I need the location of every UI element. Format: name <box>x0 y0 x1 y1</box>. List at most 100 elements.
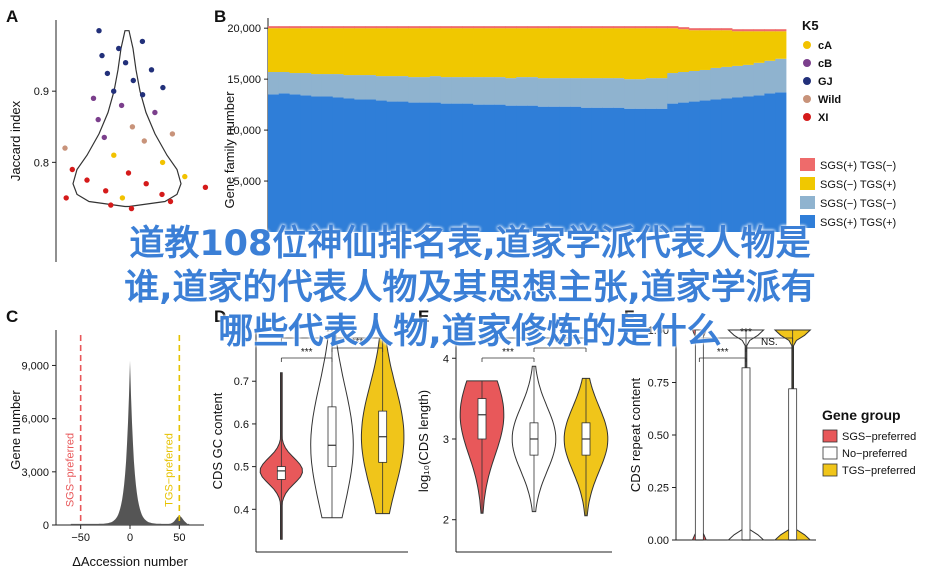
panel-b-bar-sgs-minus-tgs-minus <box>494 77 506 105</box>
panel-b-bar-sgs-tgs-minus <box>559 26 571 29</box>
panel-b-bar-sgs-plus-tgs-plus <box>645 108 657 232</box>
panel-b-bar-sgs-plus-tgs-plus <box>516 105 528 232</box>
panel-b-bar-sgs-minus-tgs-minus <box>624 79 636 109</box>
panel-d-box <box>327 406 337 468</box>
panel-b-bar-sgs-minus-tgs-minus <box>365 75 377 100</box>
panel-a-legend-label: cB <box>818 58 832 70</box>
panel-b-bar-sgs-minus-tgs-minus <box>732 65 744 98</box>
panel-a-point <box>63 195 69 201</box>
panel-b-bar-sgs-plus-tgs-plus <box>289 94 301 233</box>
panel-f-legend-swatch <box>822 446 838 460</box>
panel-a-point <box>202 184 209 190</box>
panel-f-sig-label: *** <box>717 347 729 358</box>
panel-c-y-tick-label: 9,000 <box>21 360 49 372</box>
panel-b-bar-sgs-minus-tgs-minus <box>645 78 657 109</box>
panel-b-bar-sgs-minus-tgs-minus <box>268 72 280 95</box>
panel-a-violin <box>72 30 182 208</box>
panel-e-box <box>477 398 487 440</box>
panel-b-bar-sgs-minus-tgs-minus <box>570 78 582 107</box>
panel-b-bar-sgs-plus-tgs-plus <box>732 97 744 233</box>
panel-b-bar-sgs-minus-tgs-minus <box>408 77 420 103</box>
panel-b-bar-sgs-plus-tgs-plus <box>634 108 647 232</box>
panel-b-y-tick-label: 15,000 <box>227 74 261 86</box>
panel-f-y-tick-label: 0.50 <box>648 430 669 442</box>
panel-b-bar-sgs-plus-tgs-plus <box>537 106 549 232</box>
panel-a-point <box>139 92 146 98</box>
panel-f-legend-swatch <box>822 463 838 477</box>
panel-a-point <box>122 60 129 66</box>
panel-b-bar-sgs-minus-tgs-minus <box>537 78 549 107</box>
panel-f-sig-label: NS. <box>761 337 778 348</box>
panel-b-bar-sgs-plus-tgs-plus <box>375 100 388 232</box>
panel-b-bar-sgs-minus-tgs-minus <box>710 67 722 100</box>
panel-b-bar-sgs-plus-tgs-plus <box>559 106 571 232</box>
panel-a-legend-label: cA <box>818 40 832 52</box>
panel-a-y-tick-label: 0.9 <box>34 86 49 98</box>
panel-b-bar-sgs-minus-tgs-minus <box>559 78 571 107</box>
panel-b-bar-sgs-tgs-minus <box>365 26 377 29</box>
panel-b-bar-sgs-minus-tgs-minus <box>386 76 398 102</box>
panel-f-box <box>788 388 798 541</box>
panel-e-sig-label: *** <box>528 327 540 338</box>
panel-b-bar-sgs-tgs-minus <box>516 26 528 29</box>
panel-e-sig-label: *** <box>554 337 566 348</box>
panel-b-bar-sgs-tgs-minus <box>602 26 614 29</box>
panel-b-bar-sgs-minus-tgs-plus <box>505 28 517 79</box>
panel-b-bar-sgs-tgs-minus <box>645 26 657 29</box>
panel-b-bar-sgs-plus-tgs-plus <box>408 102 420 232</box>
panel-b-bar-sgs-minus-tgs-minus <box>429 76 442 103</box>
panel-b-legend-swatch <box>800 196 815 209</box>
panel-b-bar-sgs-tgs-minus <box>527 26 539 29</box>
panel-b-bar-sgs-tgs-minus <box>321 26 334 29</box>
panel-b-bar-sgs-minus-tgs-minus <box>354 75 366 100</box>
panel-b-bar-sgs-plus-tgs-plus <box>678 102 690 232</box>
panel-b-legend-label: SGS(−) TGS(+) <box>820 179 896 191</box>
panel-b-bar-sgs-minus-tgs-minus <box>419 77 431 103</box>
panel-b-bar-sgs-minus-tgs-plus <box>451 28 463 78</box>
panel-b-bar-sgs-plus-tgs-plus <box>473 104 485 232</box>
panel-a-point <box>111 152 117 158</box>
panel-a-legend-label: Wild <box>818 94 841 106</box>
panel-letter-c: C <box>6 307 18 326</box>
panel-a-legend-title: K5 <box>802 18 819 33</box>
panel-b-bar-sgs-minus-tgs-plus <box>634 28 647 80</box>
panel-b-bar-sgs-minus-tgs-minus <box>527 77 539 106</box>
panel-b-legend-label: SGS(−) TGS(−) <box>820 198 896 210</box>
panel-b-bar-sgs-tgs-minus <box>268 26 280 29</box>
panel-b-bar-sgs-tgs-minus <box>624 26 636 29</box>
panel-b-bar-sgs-minus-tgs-minus <box>721 66 733 99</box>
panel-b-bar-sgs-minus-tgs-plus <box>580 28 593 79</box>
panel-b-bar-sgs-minus-tgs-minus <box>321 74 334 97</box>
panel-b-bar-sgs-tgs-minus <box>462 26 474 29</box>
panel-a-point <box>160 84 166 91</box>
panel-b-bar-sgs-minus-tgs-plus <box>332 28 344 75</box>
panel-b-bar-sgs-plus-tgs-plus <box>775 92 787 232</box>
panel-a-point <box>182 173 188 180</box>
panel-a-point <box>90 95 97 102</box>
panel-b-y-tick-label: 5,000 <box>233 176 261 188</box>
panel-d-sig-label: *** <box>351 337 363 348</box>
panel-b-bar-sgs-tgs-minus <box>656 26 668 29</box>
panel-b-bar-sgs-minus-tgs-minus <box>742 64 755 97</box>
panel-d-y-tick-label: 0.6 <box>234 419 249 431</box>
panel-c-y-label: Gene number <box>8 390 23 470</box>
panel-b-bar-sgs-plus-tgs-plus <box>354 99 366 233</box>
panel-b-bar-sgs-minus-tgs-minus <box>775 58 787 93</box>
panel-a-legend-marker <box>803 77 811 85</box>
panel-b-bar-sgs-minus-tgs-minus <box>613 78 625 108</box>
panel-a-point <box>159 159 166 166</box>
panel-b-legend-label: SGS(+) TGS(+) <box>820 217 896 229</box>
panel-b-bar-sgs-minus-tgs-minus <box>516 77 528 106</box>
panel-b-bar-sgs-tgs-minus <box>732 29 744 32</box>
panel-b-bar-sgs-tgs-minus <box>494 26 506 29</box>
panel-b-bar-sgs-minus-tgs-minus <box>451 77 463 104</box>
panel-b-bar-sgs-plus-tgs-plus <box>365 99 377 233</box>
panel-b-legend-label: SGS(+) TGS(−) <box>820 160 896 172</box>
panel-b-bar-sgs-plus-tgs-plus <box>343 98 355 232</box>
panel-a-point <box>116 45 122 52</box>
panel-c-distribution <box>70 360 190 525</box>
panel-letter-f: F <box>624 307 634 326</box>
panel-b-bar-sgs-minus-tgs-plus <box>483 28 496 78</box>
panel-b-bar-sgs-plus-tgs-plus <box>451 103 463 232</box>
panel-b-bar-sgs-tgs-minus <box>667 26 679 29</box>
